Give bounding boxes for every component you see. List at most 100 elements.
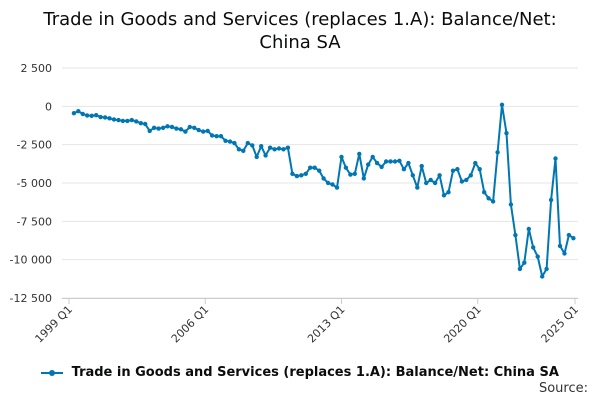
data-point[interactable] (281, 147, 286, 152)
data-point[interactable] (459, 179, 465, 184)
data-point[interactable] (334, 185, 340, 190)
data-point[interactable] (276, 146, 282, 151)
data-point[interactable] (147, 128, 152, 134)
data-point[interactable] (250, 143, 255, 148)
data-point[interactable] (151, 125, 157, 130)
data-point[interactable] (513, 232, 518, 238)
data-point[interactable] (562, 251, 567, 256)
data-point[interactable] (227, 139, 233, 144)
data-point[interactable] (366, 162, 371, 167)
data-point[interactable] (339, 154, 344, 160)
data-point[interactable] (415, 185, 420, 190)
data-point[interactable] (134, 119, 139, 124)
data-point[interactable] (178, 127, 184, 132)
data-point[interactable] (446, 190, 451, 195)
data-point[interactable] (254, 154, 259, 160)
data-point[interactable] (450, 168, 456, 173)
data-point[interactable] (94, 113, 99, 118)
data-point[interactable] (392, 159, 398, 164)
data-point[interactable] (80, 111, 86, 117)
data-point[interactable] (410, 173, 415, 178)
data-point[interactable] (201, 129, 206, 134)
data-point[interactable] (98, 114, 103, 120)
data-point[interactable] (553, 156, 558, 161)
data-point[interactable] (464, 177, 469, 183)
data-point[interactable] (374, 160, 380, 166)
data-point[interactable] (312, 165, 317, 170)
data-point[interactable] (209, 133, 215, 138)
data-point[interactable] (107, 116, 112, 121)
data-point[interactable] (76, 109, 81, 114)
data-point[interactable] (174, 126, 179, 131)
data-point[interactable] (89, 113, 94, 119)
data-point[interactable] (557, 243, 563, 249)
data-point[interactable] (548, 197, 554, 203)
data-point[interactable] (343, 165, 349, 170)
data-point[interactable] (495, 150, 500, 155)
data-point[interactable] (499, 102, 505, 108)
data-point[interactable] (526, 226, 531, 232)
data-point[interactable] (85, 113, 90, 118)
data-point[interactable] (321, 176, 326, 181)
data-point[interactable] (187, 124, 192, 130)
data-point[interactable] (388, 159, 393, 164)
data-point[interactable] (285, 145, 291, 150)
data-point[interactable] (71, 111, 77, 116)
data-point[interactable] (111, 117, 117, 122)
data-point[interactable] (317, 168, 322, 173)
data-point[interactable] (379, 164, 384, 170)
data-point[interactable] (267, 145, 273, 150)
data-point[interactable] (303, 171, 308, 176)
data-point[interactable] (406, 160, 411, 166)
data-point[interactable] (504, 131, 509, 136)
data-point[interactable] (361, 176, 366, 181)
data-point[interactable] (120, 118, 126, 124)
data-point[interactable] (544, 266, 549, 272)
data-point[interactable] (566, 232, 572, 238)
data-point[interactable] (129, 117, 134, 123)
data-point[interactable] (205, 128, 210, 134)
data-point[interactable] (241, 148, 246, 153)
data-point[interactable] (308, 165, 313, 170)
data-point[interactable] (138, 121, 143, 126)
data-point[interactable] (218, 134, 224, 139)
data-point[interactable] (183, 129, 188, 134)
data-point[interactable] (370, 154, 375, 160)
data-point[interactable] (272, 147, 277, 152)
data-point[interactable] (486, 196, 491, 201)
data-point[interactable] (102, 115, 108, 120)
data-point[interactable] (419, 163, 424, 169)
data-point[interactable] (156, 126, 161, 131)
data-point[interactable] (437, 173, 442, 178)
data-point[interactable] (223, 138, 228, 143)
data-point[interactable] (490, 199, 496, 204)
data-point[interactable] (290, 171, 295, 176)
data-point[interactable] (468, 173, 473, 178)
data-point[interactable] (424, 180, 429, 186)
data-point[interactable] (169, 124, 175, 130)
data-point[interactable] (508, 202, 514, 207)
data-point[interactable] (232, 140, 237, 146)
data-point[interactable] (352, 171, 357, 176)
data-point[interactable] (245, 140, 250, 146)
data-point[interactable] (477, 167, 482, 172)
data-point[interactable] (325, 180, 331, 186)
data-point[interactable] (116, 117, 121, 123)
data-point[interactable] (535, 254, 540, 259)
data-point[interactable] (192, 125, 197, 130)
data-point[interactable] (432, 180, 438, 186)
data-point[interactable] (143, 121, 148, 127)
data-point[interactable] (160, 125, 166, 130)
data-point[interactable] (540, 274, 545, 279)
data-point[interactable] (196, 127, 201, 133)
data-point[interactable] (165, 124, 170, 129)
data-point[interactable] (441, 193, 447, 198)
data-point[interactable] (482, 190, 487, 195)
data-point[interactable] (357, 151, 362, 157)
data-point[interactable] (263, 153, 268, 158)
data-point[interactable] (455, 167, 460, 172)
data-point[interactable] (383, 159, 389, 164)
data-point[interactable] (401, 167, 407, 172)
data-point[interactable] (214, 134, 219, 139)
data-point[interactable] (517, 266, 523, 272)
